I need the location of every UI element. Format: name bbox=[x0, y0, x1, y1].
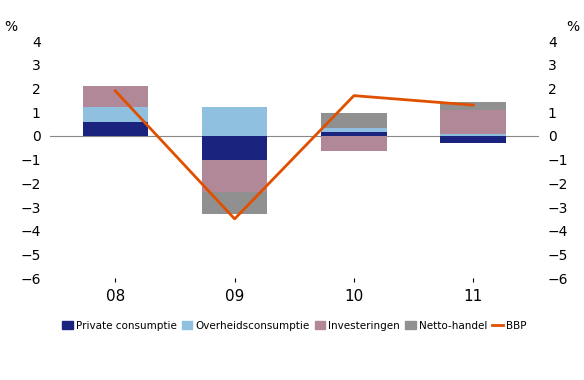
Legend: Private consumptie, Overheidsconsumptie, Investeringen, Netto-handel, BBP: Private consumptie, Overheidsconsumptie,… bbox=[58, 317, 531, 335]
Text: %: % bbox=[566, 20, 579, 34]
Bar bbox=[321, 128, 387, 132]
Text: %: % bbox=[4, 20, 17, 34]
Bar bbox=[321, 113, 387, 128]
Bar bbox=[202, 108, 267, 136]
Bar bbox=[321, 136, 387, 151]
Bar bbox=[82, 86, 148, 108]
Bar bbox=[202, 160, 267, 192]
Bar bbox=[440, 133, 506, 136]
Bar bbox=[202, 136, 267, 160]
Bar bbox=[82, 122, 148, 136]
Bar bbox=[440, 110, 506, 133]
Bar bbox=[202, 192, 267, 214]
Bar bbox=[321, 132, 387, 136]
Bar bbox=[82, 108, 148, 122]
Bar bbox=[440, 136, 506, 143]
Bar bbox=[440, 101, 506, 110]
